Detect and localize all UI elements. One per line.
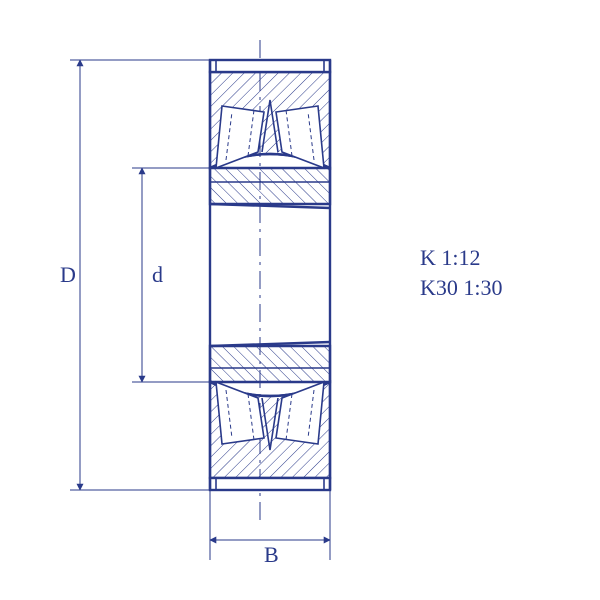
inner-ring-upper [210, 168, 330, 204]
inner-ring-lower [210, 346, 330, 382]
lower-half [210, 342, 330, 490]
dimension-d: d [132, 168, 210, 382]
label-d: d [152, 262, 163, 287]
roller-upper-right [276, 106, 324, 168]
dimension-B: B [210, 490, 330, 567]
bearing-cross-section-diagram: D d B K 1:12 K30 1:30 [0, 0, 600, 600]
label-B: B [264, 542, 279, 567]
label-D: D [60, 262, 76, 287]
dimension-D: D [60, 60, 210, 490]
roller-lower-right [276, 382, 324, 444]
roller-lower-left [216, 382, 264, 444]
roller-upper-left [216, 106, 264, 168]
note-K30: K30 1:30 [420, 275, 503, 300]
note-K: K 1:12 [420, 245, 481, 270]
upper-half [210, 60, 330, 208]
